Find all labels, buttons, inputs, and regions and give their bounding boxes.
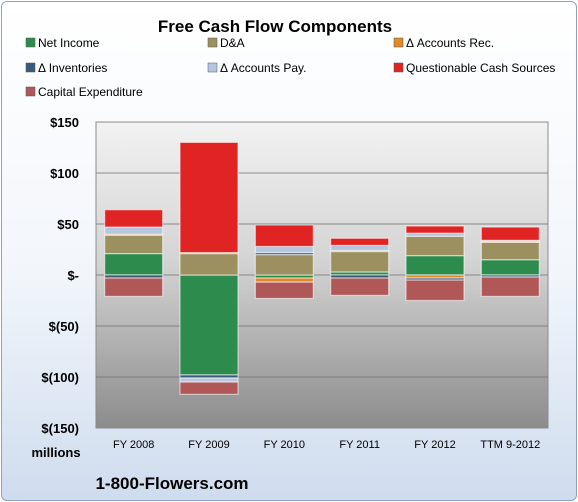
bar-questionable-cash-sources-fy-2009 [179, 141, 239, 254]
bar-accounts-pay-fy-2008 [104, 226, 164, 235]
bar-capital-expenditure-ttm-9-2012 [480, 276, 540, 298]
bar-net-income-fy-2008 [104, 252, 164, 276]
y-tick-label: $(100) [41, 370, 79, 385]
bar-net-income-fy-2009 [179, 274, 239, 376]
source-label: 1-800-Flowers.com [95, 474, 248, 493]
bar-d-a-fy-2009 [179, 252, 239, 276]
bar-d-a-fy-2008 [104, 234, 164, 255]
bar-questionable-cash-sources-fy-2008 [104, 209, 164, 228]
bar-capital-expenditure-fy-2012 [405, 279, 465, 302]
y-tick-label: $50 [57, 217, 79, 232]
legend-label-questionable-cash-sources: Questionable Cash Sources [406, 61, 555, 75]
x-tick-label: FY 2008 [113, 439, 154, 451]
legend-label-accounts-rec: Δ Accounts Rec. [406, 36, 494, 50]
x-tick-label: FY 2010 [264, 439, 305, 451]
y-tick-label: $(150) [41, 421, 79, 436]
legend-label-accounts-pay: Δ Accounts Pay. [220, 61, 307, 75]
y-tick-label: $- [67, 268, 79, 283]
chart-title: Free Cash Flow Components [158, 17, 392, 36]
bar-accounts-pay-fy-2010 [254, 245, 314, 254]
legend-swatch-accounts-rec [393, 37, 404, 48]
x-tick-label: FY 2009 [188, 439, 229, 451]
x-axis: FY 2008 FY 2009 FY 2010 FY 2011 FY 2012 TTM 9… [113, 439, 540, 451]
bar-questionable-cash-sources-ttm-9-2012 [480, 226, 540, 241]
bars [104, 141, 540, 395]
legend-swatch-accounts-pay [207, 62, 218, 73]
legend-swatch-d-a [207, 37, 218, 48]
bar-capital-expenditure-fy-2009 [179, 381, 239, 395]
bar-accounts-rec-fy-2010 [254, 277, 314, 283]
legend-label-net-income: Net Income [38, 36, 100, 50]
legend-swatch-questionable-cash-sources [393, 62, 404, 73]
x-tick-label: TTM 9-2012 [480, 439, 540, 451]
bar-questionable-cash-sources-fy-2011 [330, 237, 390, 247]
bar-net-income-fy-2012 [405, 255, 465, 276]
bar-questionable-cash-sources-fy-2012 [405, 225, 465, 234]
bar-questionable-cash-sources-fy-2010 [254, 224, 314, 248]
bar-accounts-pay-fy-2009 [179, 377, 239, 383]
bar-d-a-fy-2010 [254, 254, 314, 276]
y-axis: $150 $100 $50 $- $(50) $(100) $(150) [41, 115, 79, 436]
y-tick-label: $(50) [49, 319, 79, 334]
bar-capital-expenditure-fy-2011 [330, 277, 390, 296]
bar-capital-expenditure-fy-2008 [104, 277, 164, 298]
x-tick-label: FY 2012 [414, 439, 455, 451]
legend-label-d-a: D&A [220, 36, 245, 50]
legend-label-inventories: Δ Inventories [38, 61, 107, 75]
x-tick-label: FY 2011 [339, 439, 380, 451]
legend-swatch-capital-expenditure [25, 86, 36, 97]
bar-accounts-pay-fy-2011 [330, 244, 390, 252]
y-unit-label: millions [31, 445, 80, 460]
y-tick-label: $100 [50, 166, 79, 181]
legend-label-capital-expenditure: Capital Expenditure [38, 85, 143, 99]
bar-d-a-fy-2012 [405, 235, 465, 257]
bar-net-income-ttm-9-2012 [480, 259, 540, 276]
legend-swatch-net-income [25, 37, 36, 48]
bar-d-a-ttm-9-2012 [480, 241, 540, 261]
legend: Net Income D&A Δ Accounts Rec. Δ Inventorie… [25, 36, 555, 99]
legend-swatch-inventories [25, 62, 36, 73]
gridlines [96, 172, 548, 378]
y-tick-label: $150 [50, 115, 79, 130]
bar-d-a-fy-2011 [330, 250, 390, 273]
bar-capital-expenditure-fy-2010 [254, 281, 314, 300]
